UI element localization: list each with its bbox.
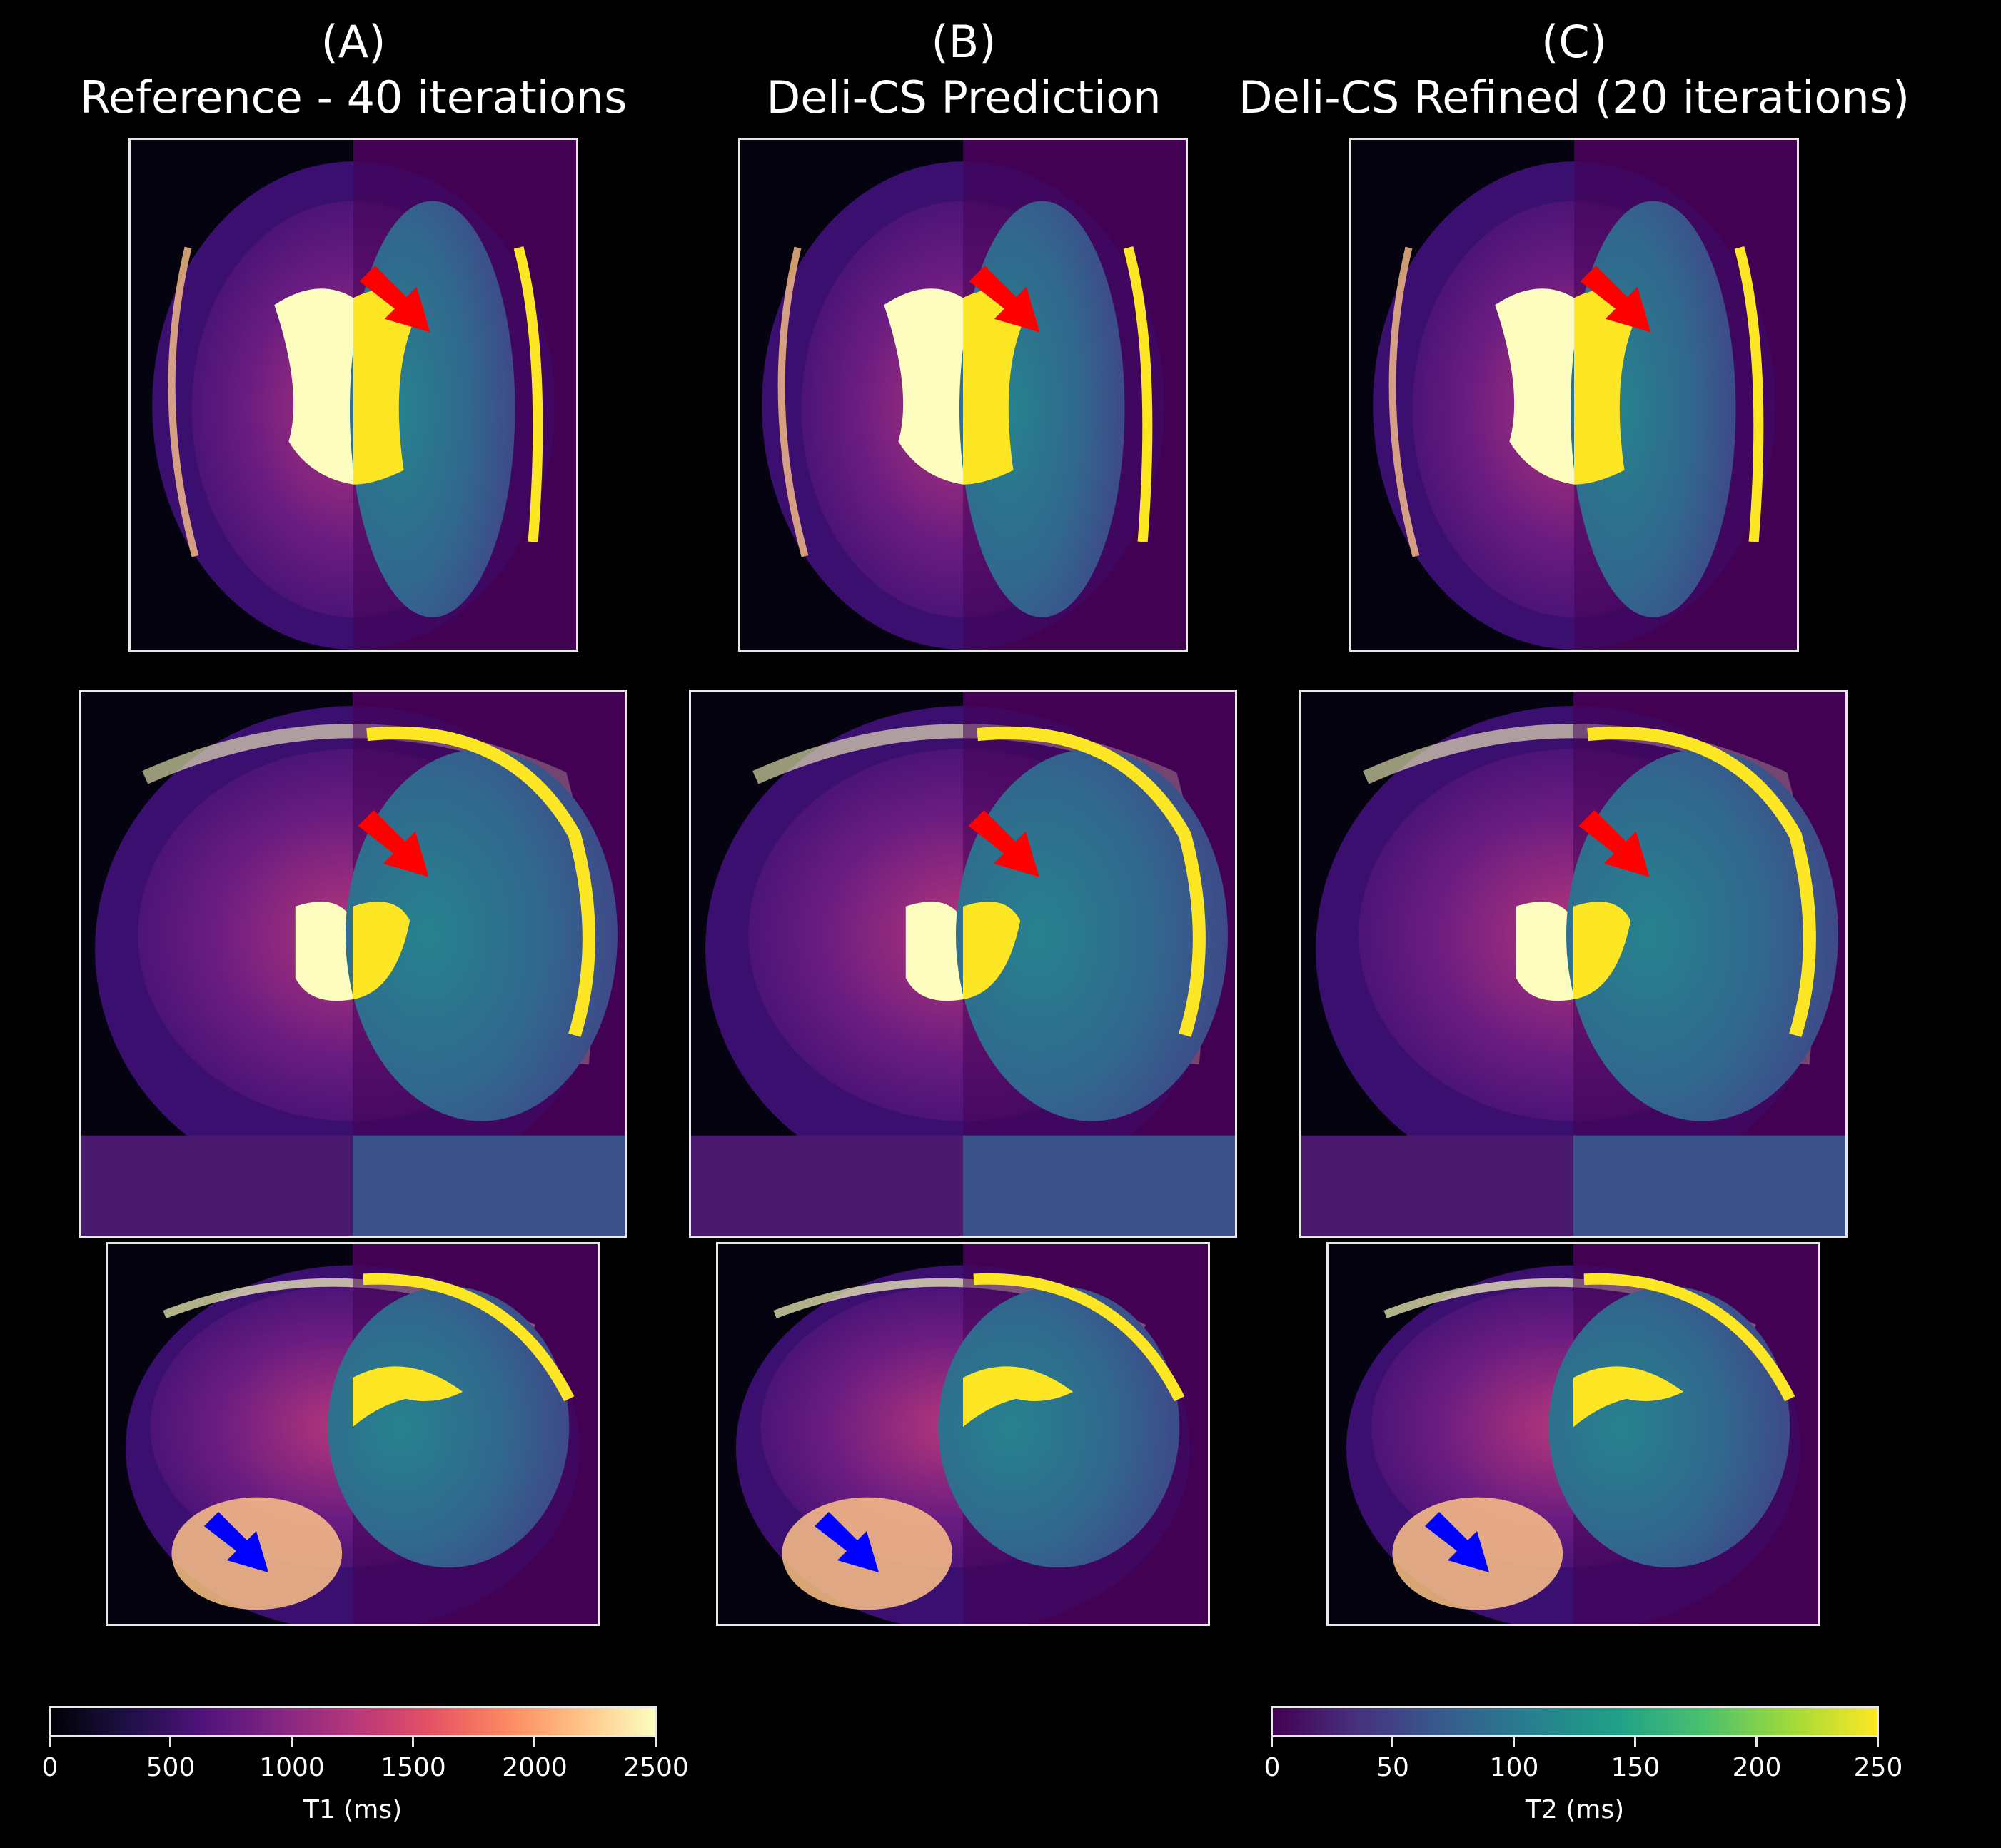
column-caption: Deli-CS Prediction <box>610 70 1317 126</box>
t2-tick-label: 0 <box>1264 1753 1281 1782</box>
coronal-panel-prediction <box>689 690 1237 1238</box>
column-letter: (A) <box>0 14 707 70</box>
axial-panel-prediction <box>738 138 1188 652</box>
red-arrow-icon <box>345 258 445 336</box>
t2-tick-label: 100 <box>1490 1753 1539 1782</box>
t1-tick <box>49 1737 51 1747</box>
t2-tick <box>1391 1737 1393 1747</box>
red-arrow-icon <box>1571 802 1657 881</box>
column-caption: Reference - 40 iterations <box>0 70 707 126</box>
red-arrow-icon <box>961 802 1047 881</box>
t2-colorbar-label: T2 (ms) <box>1526 1795 1624 1824</box>
coronal-panel-reference <box>79 690 627 1238</box>
red-arrow-icon <box>351 802 436 881</box>
blue-arrow-icon <box>201 1505 272 1576</box>
sagittal-panel-refined <box>1326 1242 1820 1626</box>
t1-tick <box>291 1737 293 1747</box>
t2-tick-label: 200 <box>1733 1753 1782 1782</box>
t1-tick-label: 1000 <box>259 1753 325 1782</box>
t1-tick <box>412 1737 414 1747</box>
column-letter: (B) <box>610 14 1317 70</box>
blue-arrow-icon <box>1421 1505 1493 1576</box>
column-caption: Deli-CS Refined (20 iterations) <box>1221 70 1927 126</box>
t2-tick <box>1271 1737 1273 1747</box>
red-arrow-icon <box>954 258 1054 336</box>
t1-tick-label: 500 <box>146 1753 196 1782</box>
coronal-panel-refined <box>1299 690 1848 1238</box>
t1-tick <box>655 1737 657 1747</box>
axial-panel-refined <box>1349 138 1799 652</box>
t2-tick <box>1634 1737 1636 1747</box>
t2-tick <box>1755 1737 1758 1747</box>
t1-colorbar <box>49 1706 657 1737</box>
t1-tick <box>533 1737 535 1747</box>
axial-panel-reference <box>128 138 578 652</box>
sagittal-panel-prediction <box>716 1242 1210 1626</box>
t2-tick-label: 50 <box>1376 1753 1409 1782</box>
column-title-a: (A) Reference - 40 iterations <box>0 14 707 126</box>
red-arrow-icon <box>1566 258 1665 336</box>
t1-tick-label: 0 <box>42 1753 59 1782</box>
t2-tick-label: 250 <box>1854 1753 1903 1782</box>
t1-tick-label: 2000 <box>502 1753 568 1782</box>
t1-tick-label: 2500 <box>623 1753 689 1782</box>
sagittal-panel-reference <box>106 1242 600 1626</box>
t2-tick-label: 150 <box>1611 1753 1660 1782</box>
t1-tick-label: 1500 <box>380 1753 446 1782</box>
t2-tick <box>1877 1737 1879 1747</box>
blue-arrow-icon <box>811 1505 882 1576</box>
t1-colorbar-label: T1 (ms) <box>303 1795 402 1824</box>
t2-colorbar <box>1271 1706 1879 1737</box>
t2-tick <box>1513 1737 1515 1747</box>
column-title-b: (B) Deli-CS Prediction <box>610 14 1317 126</box>
t1-tick <box>169 1737 171 1747</box>
column-letter: (C) <box>1221 14 1927 70</box>
column-title-c: (C) Deli-CS Refined (20 iterations) <box>1221 14 1927 126</box>
